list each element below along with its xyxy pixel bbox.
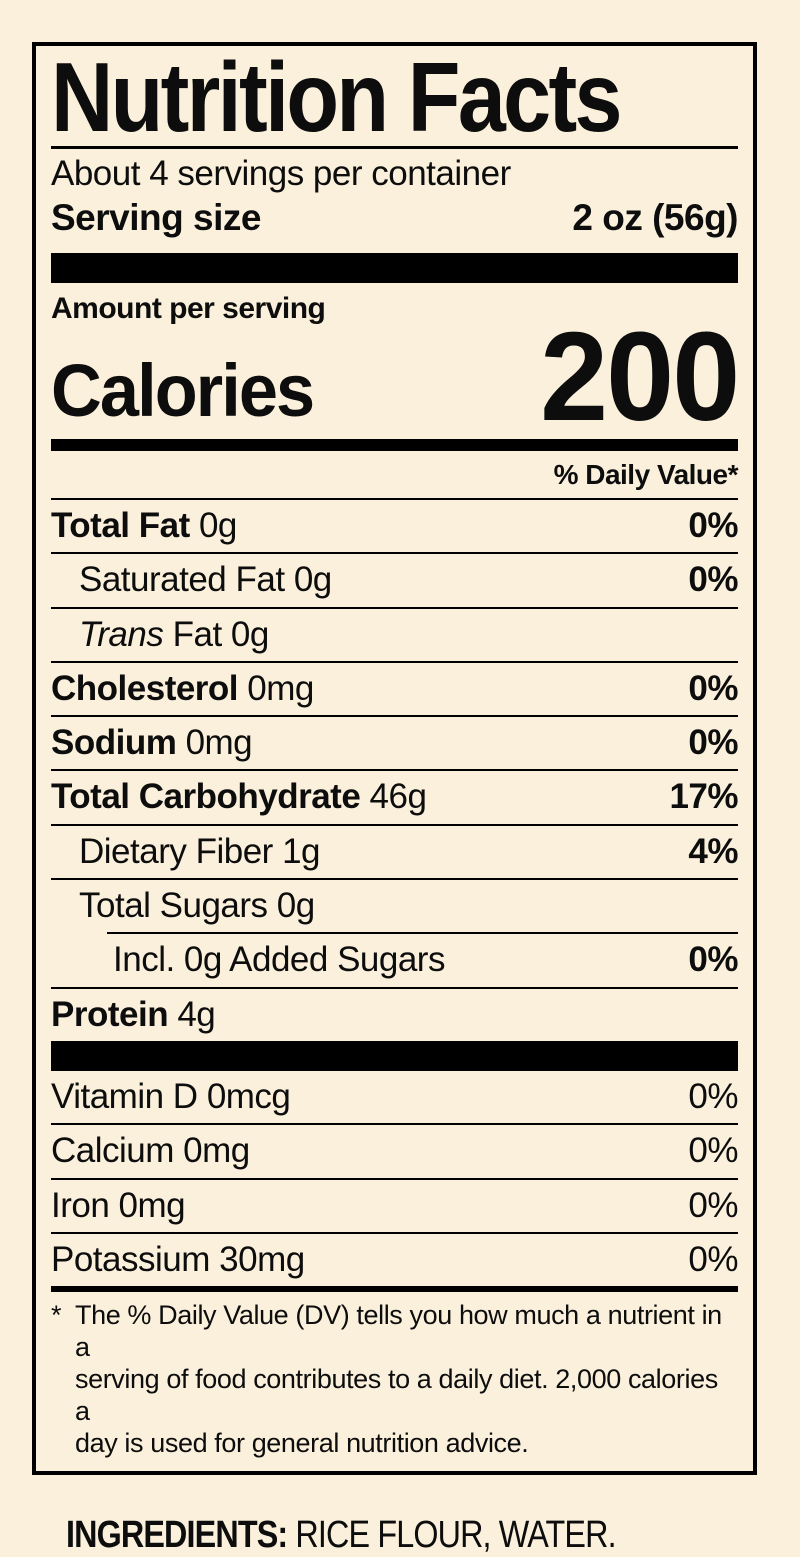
footnote-text: The % Daily Value (DV) tells you how muc… [75, 1300, 738, 1459]
row-total-sugars: Total Sugars 0g [51, 878, 738, 932]
row-vitamin-d: Vitamin D 0mcg 0% [51, 1071, 738, 1123]
nutrient-name-italic: Trans [79, 614, 164, 654]
calories-divider [51, 438, 738, 451]
nutrient-amount: 30mg [219, 1239, 305, 1279]
serving-size-value: 2 oz (56g) [572, 197, 738, 239]
nutrient-name-amount: Potassium 30mg [51, 1239, 305, 1280]
daily-value: 0% [688, 668, 738, 708]
nutrient-name: Fat [172, 614, 223, 654]
daily-value: 0% [688, 1185, 738, 1225]
nutrient-name: Total Fat [51, 505, 190, 545]
daily-value: 17% [669, 777, 738, 817]
row-trans-fat: Trans Fat 0g [51, 606, 738, 661]
nutrient-name: Calcium [51, 1131, 174, 1171]
daily-value: 0% [688, 940, 738, 980]
nutrient-name-amount: Total Fat 0g [51, 505, 237, 546]
ingredients-value: RICE FLOUR, WATER. [295, 1514, 616, 1557]
daily-value-header: % Daily Value* [553, 458, 739, 490]
row-total-fat: Total Fat 0g 0% [51, 497, 738, 552]
nutrient-amount: 4g [177, 994, 216, 1034]
daily-value: 4% [688, 831, 738, 871]
nutrient-name: Total Sugars [79, 886, 268, 926]
nutrient-name-amount: Vitamin D 0mcg [51, 1076, 291, 1117]
added-sugars-divider [107, 932, 738, 935]
nutrient-name-amount: Saturated Fat 0g [51, 559, 332, 600]
nutrient-name: Protein [51, 994, 169, 1034]
calories-value: 200 [539, 306, 740, 448]
footnote-line: serving of food contributes to a daily d… [75, 1363, 718, 1426]
nutrient-name-amount: Incl. 0g Added Sugars [51, 939, 445, 980]
title-divider [51, 146, 738, 150]
daily-value: 0% [688, 723, 738, 763]
nutrient-name: Incl. 0g Added Sugars [113, 940, 445, 980]
section-bar-vitamins [51, 1040, 738, 1071]
nutrient-name: Vitamin D [51, 1076, 198, 1116]
amount-per-serving-label: Amount per serving [51, 291, 326, 325]
nutrient-amount: 0g [230, 614, 269, 654]
row-dietary-fiber: Dietary Fiber 1g 4% [51, 823, 738, 878]
nutrient-name-amount: Iron 0mg [51, 1185, 186, 1226]
nutrient-name-amount: Dietary Fiber 1g [51, 831, 320, 872]
nutrient-amount: 0mg [185, 723, 253, 763]
nutrient-name: Cholesterol [51, 668, 239, 708]
nutrient-amount: 0mcg [206, 1076, 291, 1116]
nutrient-name-amount: Sodium 0mg [51, 722, 253, 763]
row-iron: Iron 0mg 0% [51, 1177, 738, 1232]
servings-per-container: About 4 servings per container [51, 154, 511, 194]
footnote-line: The % Daily Value (DV) tells you how muc… [75, 1300, 722, 1362]
nutrient-name: Dietary Fiber [79, 831, 273, 871]
nutrient-amount: 0g [276, 886, 315, 926]
label-title: Nutrition Facts [51, 42, 738, 152]
nutrient-amount: 0mg [247, 668, 314, 708]
ingredients-line: INGREDIENTS: RICE FLOUR, WATER. [66, 1514, 617, 1557]
ingredients-label: INGREDIENTS: [66, 1514, 288, 1557]
daily-value: 0% [688, 1239, 738, 1279]
row-potassium: Potassium 30mg 0% [51, 1231, 738, 1286]
row-total-carbohydrate: Total Carbohydrate 46g 17% [51, 769, 738, 823]
footnote-divider [51, 1286, 738, 1293]
nutrient-name-amount: Cholesterol 0mg [51, 668, 314, 709]
row-cholesterol: Cholesterol 0mg 0% [51, 660, 738, 715]
daily-value: 0% [688, 1131, 738, 1171]
nutrient-name-amount: Total Carbohydrate 46g [51, 776, 427, 817]
footnote: * The % Daily Value (DV) tells you how m… [51, 1292, 738, 1461]
section-bar-top [51, 252, 738, 283]
footnote-asterisk: * [51, 1300, 62, 1331]
row-calcium: Calcium 0mg 0% [51, 1123, 738, 1177]
nutrient-name: Total Carbohydrate [51, 777, 361, 817]
serving-size-label: Serving size [51, 197, 261, 239]
daily-value: 0% [688, 560, 738, 600]
calories-label: Calories [51, 349, 315, 433]
row-added-sugars: Incl. 0g Added Sugars 0% [51, 934, 738, 986]
row-saturated-fat: Saturated Fat 0g 0% [51, 552, 738, 606]
row-sodium: Sodium 0mg 0% [51, 715, 738, 769]
nutrient-amount: 0mg [118, 1185, 186, 1225]
row-protein: Protein 4g [51, 986, 738, 1041]
nutrient-name: Iron [51, 1185, 110, 1225]
nutrient-name-amount: Trans Fat 0g [51, 614, 269, 655]
nutrient-name-amount: Calcium 0mg [51, 1130, 250, 1171]
nutrition-facts-label: Nutrition Facts About 4 servings per con… [32, 42, 757, 1476]
label-title-text: Nutrition Facts [51, 42, 623, 152]
nutrient-name-amount: Protein 4g [51, 994, 216, 1035]
nutrient-amount: 0g [293, 560, 332, 600]
daily-value: 0% [688, 505, 738, 545]
serving-size-row: Serving size 2 oz (56g) [51, 198, 738, 239]
nutrient-amount: 0g [198, 505, 237, 545]
nutrient-amount: 0mg [183, 1131, 250, 1171]
footnote-line: day is used for general nutrition advice… [75, 1427, 529, 1458]
nutrient-name: Potassium [51, 1239, 210, 1279]
calories-row: Calories 200 [51, 306, 740, 448]
nutrient-amount: 1g [282, 831, 320, 871]
nutrient-amount: 46g [369, 777, 427, 817]
nutrient-name: Sodium [51, 723, 177, 763]
nutrient-name-amount: Total Sugars 0g [51, 885, 315, 926]
nutrient-name: Saturated Fat [79, 560, 285, 600]
daily-value: 0% [688, 1076, 738, 1116]
